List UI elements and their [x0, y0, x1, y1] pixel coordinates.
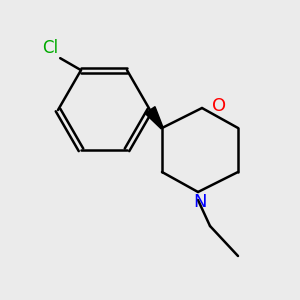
Text: N: N — [193, 193, 207, 211]
Polygon shape — [145, 107, 163, 129]
Text: O: O — [212, 97, 226, 115]
Text: Cl: Cl — [42, 39, 58, 57]
